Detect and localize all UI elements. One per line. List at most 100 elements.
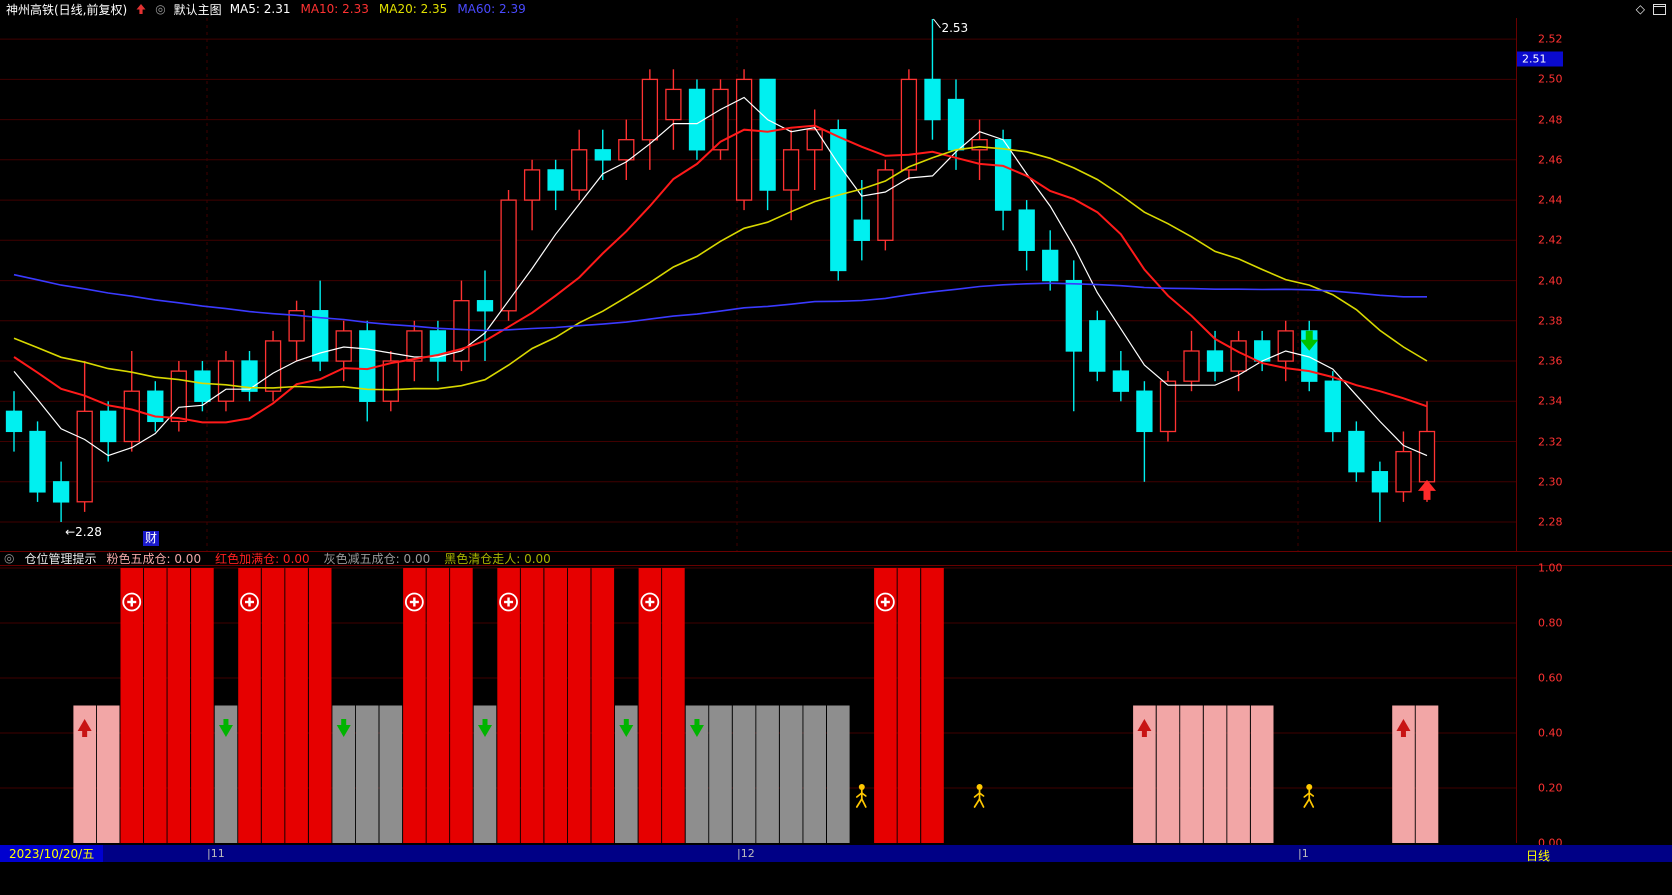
position-bar: [1250, 705, 1274, 843]
candle: [547, 169, 564, 191]
candle: [1206, 350, 1224, 372]
candle: [500, 199, 517, 312]
diamond-icon[interactable]: ◇: [1635, 2, 1645, 16]
candle: [264, 340, 282, 392]
position-bar: [73, 705, 96, 843]
indicator-toggle-icon[interactable]: ◎: [4, 551, 15, 565]
position-bar: [779, 705, 803, 843]
position-bar: [191, 568, 214, 843]
position-bar: [520, 568, 544, 843]
price-tick: 2.52: [1538, 32, 1563, 46]
high-price-annotation: 2.53: [941, 21, 968, 35]
indicator-tick: 1.00: [1538, 561, 1563, 575]
exit-position-icon: [1303, 784, 1315, 808]
candle: [1042, 249, 1059, 282]
position-bar: [803, 705, 826, 843]
overlay-indicator-icon[interactable]: ◎: [155, 2, 166, 16]
status-bar: 2023/10/20/五 |11 |12 |1 日线: [0, 845, 1672, 863]
position-bar: [874, 568, 897, 843]
half-position-icon: [77, 719, 92, 737]
month-tick: |12: [737, 847, 755, 860]
price-tick: 2.50: [1538, 72, 1563, 86]
candle: [194, 370, 211, 402]
position-bar: [1133, 705, 1156, 843]
candle: [830, 129, 847, 272]
indicator-canvas[interactable]: [0, 566, 1516, 843]
candle: [1089, 320, 1106, 372]
indicator-legend-item: 黑色清仓走人: 0.00: [444, 552, 551, 566]
position-bar: [1392, 705, 1415, 843]
reduce-position-icon: [689, 719, 704, 737]
candle: [759, 78, 776, 191]
candle: [52, 481, 70, 503]
position-bar: [1180, 705, 1203, 843]
half-position-icon: [1396, 719, 1411, 737]
position-bar: [921, 568, 944, 843]
candle: [1324, 380, 1341, 433]
price-tick: 2.48: [1538, 113, 1563, 127]
candle: [1277, 330, 1294, 362]
candle: [1183, 350, 1200, 382]
candle: [712, 88, 729, 151]
position-bar: [497, 568, 520, 843]
reduce-position-icon: [478, 719, 492, 737]
indicator-tick: 0.40: [1538, 726, 1563, 740]
date-label[interactable]: 2023/10/20/五: [0, 845, 104, 862]
reduce-position-icon: [619, 719, 634, 737]
indicator-header: ◎ 仓位管理提示 粉色五成仓: 0.00 红色加满仓: 0.00 灰色减五成仓: 0…: [0, 551, 1672, 566]
half-position-icon: [1137, 719, 1152, 737]
position-bar: [1227, 705, 1250, 843]
price-tick: 2.28: [1538, 515, 1563, 529]
candle: [523, 169, 541, 201]
red-flag-icon[interactable]: [135, 3, 147, 15]
position-bar: [473, 705, 497, 843]
position-bar: [615, 705, 638, 843]
position-bar: [897, 568, 921, 843]
buy-signal-arrow: [1418, 479, 1436, 500]
candle: [359, 330, 376, 402]
position-bar: [1415, 705, 1439, 843]
main-chart-area[interactable]: 2.53 ←2.28 财: [0, 18, 1516, 551]
position-bar: [638, 568, 662, 843]
ma-legend-item: MA20: 2.35: [378, 2, 448, 16]
position-bar: [709, 705, 732, 843]
position-bar: [238, 568, 261, 843]
candle: [147, 390, 164, 423]
candle: [1112, 370, 1130, 392]
candle: [1065, 279, 1082, 352]
stock-title[interactable]: 神州高铁(日线,前复权): [6, 2, 128, 17]
indicator-axis[interactable]: 1.00 0.80 0.60 0.40 0.20 0.00: [1516, 562, 1672, 850]
candle: [853, 219, 870, 241]
price-tick: 2.34: [1538, 394, 1563, 408]
candle: [594, 149, 611, 161]
main-chart-template-label[interactable]: 默认主图: [173, 2, 222, 17]
position-bar: [355, 705, 379, 843]
candle: [29, 430, 46, 493]
main-chart-canvas[interactable]: 2.53 ←2.28: [0, 18, 1516, 551]
position-bar: [285, 568, 308, 843]
position-bar: [591, 568, 615, 843]
candle: [170, 370, 187, 423]
candle: [76, 410, 93, 503]
indicator-tick: 0.60: [1538, 671, 1563, 685]
position-bar: [450, 568, 473, 843]
candle: [1418, 430, 1436, 483]
period-label[interactable]: 日线: [1526, 849, 1551, 863]
cai-badge[interactable]: 财: [143, 531, 160, 546]
price-tick: 2.44: [1538, 193, 1563, 207]
candle: [100, 410, 117, 443]
sell-signal-arrow: [1300, 330, 1319, 351]
candle: [1395, 450, 1412, 493]
window-restore-icon[interactable]: [1653, 3, 1666, 15]
candles: [5, 19, 1436, 522]
month-tick: |11: [207, 847, 225, 860]
indicator-chart-area[interactable]: [0, 566, 1516, 843]
candle: [688, 88, 706, 151]
candle: [735, 78, 753, 201]
exit-position-icon: [855, 784, 867, 808]
price-axis[interactable]: 2.52 2.50 2.48 2.46 2.44 2.42 2.40 2.38 2.36 2.34…: [1516, 18, 1672, 551]
reduce-position-icon: [336, 719, 351, 737]
indicator-title[interactable]: 仓位管理提示: [24, 552, 97, 566]
candle: [1018, 209, 1035, 251]
position-bar: [167, 568, 191, 843]
